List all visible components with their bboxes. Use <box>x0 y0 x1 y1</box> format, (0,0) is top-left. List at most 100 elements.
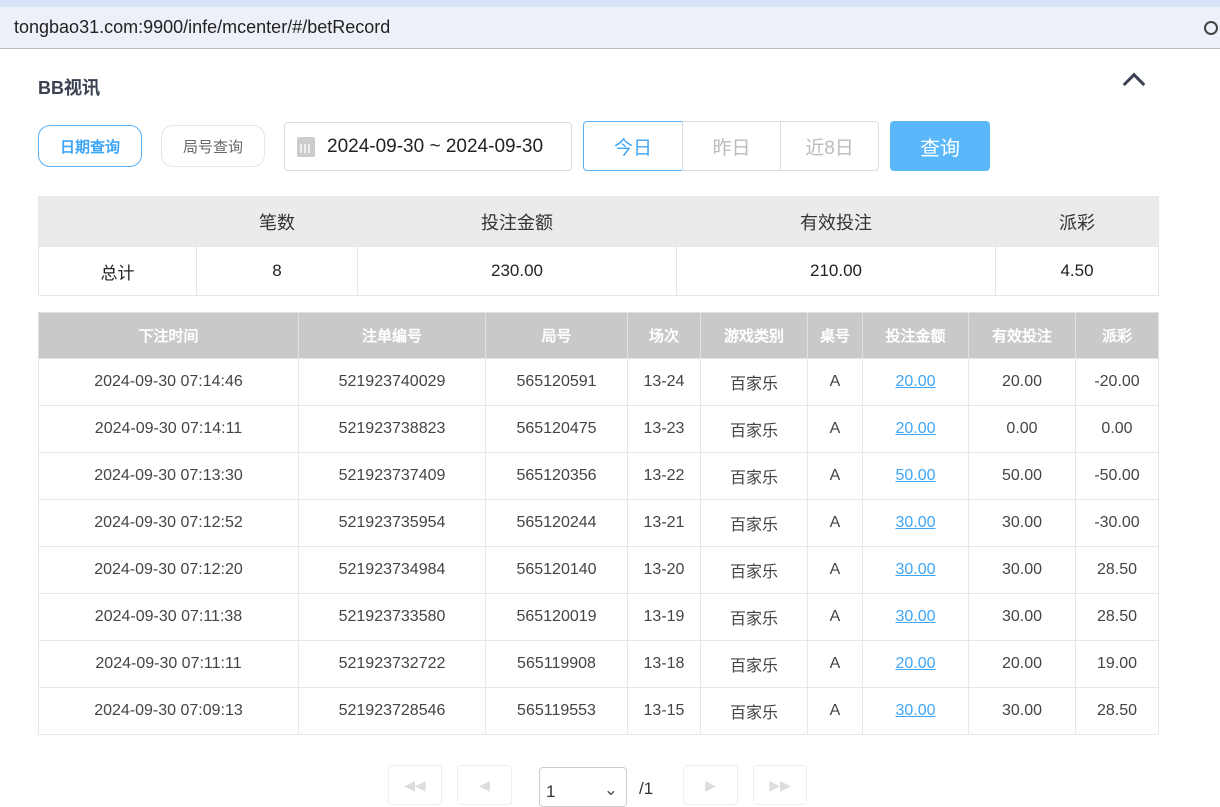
table-cell: 13-19 <box>627 593 701 641</box>
bet-amount-link[interactable]: 30.00 <box>895 514 936 531</box>
table-cell: A <box>807 358 863 406</box>
table-cell: 565120244 <box>485 499 628 547</box>
next-page-button[interactable]: ▶ <box>683 765 738 805</box>
page-select-value: 1 <box>546 782 556 801</box>
table-row: 2024-09-30 07:14:46 521923740029 565120591… <box>38 358 1159 406</box>
table-cell: 28.50 <box>1075 593 1159 641</box>
table-cell: 13-20 <box>627 546 701 594</box>
table-cell: 20.00 <box>862 640 969 688</box>
column-header: 桌号 <box>807 312 863 359</box>
summary-cell: 总计 <box>38 246 197 296</box>
date-range-value: 2024-09-30 ~ 2024-09-30 <box>327 135 544 157</box>
site-info-icon[interactable] <box>1204 21 1218 35</box>
table-cell: 百家乐 <box>700 405 808 453</box>
bet-amount-link[interactable]: 30.00 <box>895 702 936 719</box>
table-cell: 565120019 <box>485 593 628 641</box>
table-cell: 2024-09-30 07:09:13 <box>38 687 299 735</box>
column-header: 投注金额 <box>862 312 969 359</box>
table-cell: 百家乐 <box>700 687 808 735</box>
bet-record-table: 下注时间 注单编号 局号 场次 游戏类别 桌号 投注金额 有效投注 派彩 2024-09-30 … <box>38 312 1159 735</box>
table-row: 2024-09-30 07:14:11 521923738823 565120475… <box>38 405 1159 453</box>
table-cell: 20.00 <box>862 405 969 453</box>
table-cell: A <box>807 405 863 453</box>
table-cell: -50.00 <box>1075 452 1159 500</box>
table-cell: 13-15 <box>627 687 701 735</box>
today-button[interactable]: 今日 <box>583 121 683 171</box>
table-cell: 0.00 <box>968 405 1076 453</box>
table-cell: 30.00 <box>862 593 969 641</box>
yesterday-button[interactable]: 昨日 <box>682 121 781 171</box>
table-cell: 521923737409 <box>298 452 486 500</box>
table-cell: 565120356 <box>485 452 628 500</box>
table-cell: 565120140 <box>485 546 628 594</box>
round-query-tab[interactable]: 局号查询 <box>161 125 265 167</box>
table-cell: A <box>807 546 863 594</box>
date-range-input[interactable]: 2024-09-30 ~ 2024-09-30 <box>284 122 572 171</box>
chevron-up-icon[interactable] <box>1122 72 1146 96</box>
table-row: 2024-09-30 07:12:20 521923734984 565120140… <box>38 546 1159 594</box>
search-button[interactable]: 查询 <box>890 121 990 171</box>
bet-amount-link[interactable]: 20.00 <box>895 420 936 437</box>
table-cell: 13-23 <box>627 405 701 453</box>
table-cell: 30.00 <box>862 499 969 547</box>
table-row: 2024-09-30 07:11:11 521923732722 565119908… <box>38 640 1159 688</box>
last-page-button[interactable]: ▶▶ <box>753 765 807 805</box>
bet-amount-link[interactable]: 30.00 <box>895 608 936 625</box>
table-cell: 30.00 <box>862 687 969 735</box>
table-cell: 565120475 <box>485 405 628 453</box>
address-bar[interactable]: tongbao31.com:9900/infe/mcenter/#/betRec… <box>0 7 1220 49</box>
table-row: 2024-09-30 07:09:13 521923728546 565119553… <box>38 687 1159 735</box>
table-cell: A <box>807 640 863 688</box>
page-select[interactable]: 1 ⌄ <box>539 767 627 807</box>
summary-header: 派彩 <box>995 196 1159 247</box>
table-cell: 13-22 <box>627 452 701 500</box>
table-row: 2024-09-30 07:12:52 521923735954 565120244… <box>38 499 1159 547</box>
table-cell: 521923740029 <box>298 358 486 406</box>
summary-header: 投注金额 <box>357 196 677 247</box>
table-row: 2024-09-30 07:11:38 521923733580 565120019… <box>38 593 1159 641</box>
table-cell: 百家乐 <box>700 593 808 641</box>
summary-cell: 230.00 <box>357 246 677 296</box>
summary-row: 总计 8 230.00 210.00 4.50 <box>38 246 1159 296</box>
bet-amount-link[interactable]: 20.00 <box>895 655 936 672</box>
table-cell: 20.00 <box>968 640 1076 688</box>
table-cell: -30.00 <box>1075 499 1159 547</box>
summary-table: 笔数 投注金额 有效投注 派彩 总计 8 230.00 210.00 4.50 <box>38 196 1159 296</box>
first-page-button[interactable]: ◀◀ <box>388 765 442 805</box>
table-cell: 百家乐 <box>700 640 808 688</box>
page-title: BB视讯 <box>38 78 100 98</box>
browser-top <box>0 0 1220 7</box>
summary-cell: 8 <box>196 246 358 296</box>
prev-page-button[interactable]: ◀ <box>457 765 512 805</box>
table-cell: 百家乐 <box>700 358 808 406</box>
last-8-days-button[interactable]: 近8日 <box>780 121 879 171</box>
table-cell: 2024-09-30 07:12:52 <box>38 499 299 547</box>
table-cell: 521923728546 <box>298 687 486 735</box>
table-cell: 19.00 <box>1075 640 1159 688</box>
chevron-down-icon: ⌄ <box>603 780 618 799</box>
url-text[interactable]: tongbao31.com:9900/infe/mcenter/#/betRec… <box>14 17 391 37</box>
bet-amount-link[interactable]: 30.00 <box>895 561 936 578</box>
table-cell: 30.00 <box>862 546 969 594</box>
table-cell: 521923735954 <box>298 499 486 547</box>
table-cell: 521923732722 <box>298 640 486 688</box>
table-cell: A <box>807 452 863 500</box>
column-header: 局号 <box>485 312 628 359</box>
date-query-tab[interactable]: 日期查询 <box>38 125 142 167</box>
table-cell: 2024-09-30 07:13:30 <box>38 452 299 500</box>
bet-amount-link[interactable]: 20.00 <box>895 373 936 390</box>
column-header: 派彩 <box>1075 312 1159 359</box>
table-cell: A <box>807 593 863 641</box>
table-cell: 30.00 <box>968 546 1076 594</box>
column-header: 注单编号 <box>298 312 486 359</box>
table-cell: 13-24 <box>627 358 701 406</box>
table-cell: 2024-09-30 07:12:20 <box>38 546 299 594</box>
summary-header: 有效投注 <box>676 196 996 247</box>
table-cell: 20.00 <box>968 358 1076 406</box>
table-cell: 13-18 <box>627 640 701 688</box>
table-cell: 50.00 <box>968 452 1076 500</box>
bet-amount-link[interactable]: 50.00 <box>895 467 936 484</box>
table-cell: 521923733580 <box>298 593 486 641</box>
table-cell: 百家乐 <box>700 499 808 547</box>
table-cell: 565119553 <box>485 687 628 735</box>
